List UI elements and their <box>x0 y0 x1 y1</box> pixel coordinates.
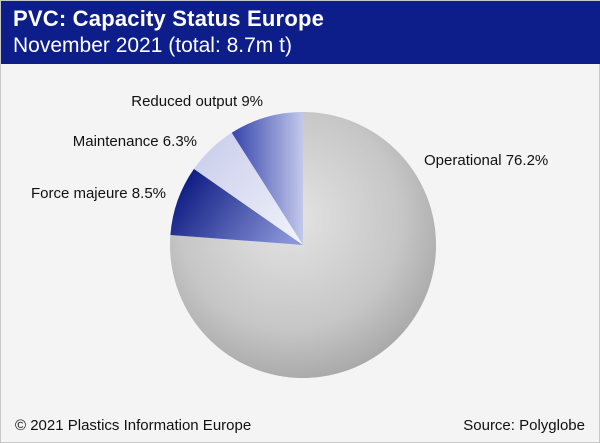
slice-reduced-output <box>231 112 303 245</box>
chart-title: PVC: Capacity Status Europe <box>13 6 325 31</box>
label-maintenance: Maintenance 6.3% <box>73 133 197 150</box>
slice-force-majeure <box>170 168 303 245</box>
slice-operational <box>170 112 437 378</box>
copyright-text: © 2021 Plastics Information Europe <box>15 417 252 434</box>
slice-maintenance <box>193 132 303 245</box>
source-text: Source: Polyglobe <box>463 417 585 434</box>
label-operational: Operational 76.2% <box>424 152 548 169</box>
label-reduced-output: Reduced output 9% <box>131 93 263 110</box>
label-force-majeure: Force majeure 8.5% <box>31 185 166 202</box>
chart-subtitle: November 2021 (total: 8.7m t) <box>13 34 292 57</box>
header-bar: PVC: Capacity Status Europe November 202… <box>1 1 600 64</box>
pie-chart: Operational 76.2% Force majeure 8.5% Maint… <box>31 93 548 378</box>
